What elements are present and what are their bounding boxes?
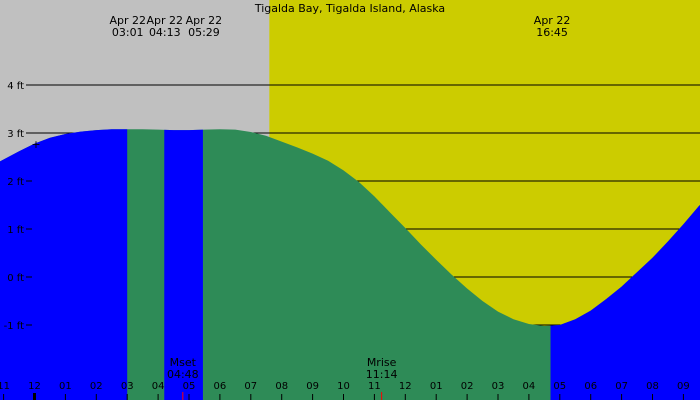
x-tick-label: 11 bbox=[0, 381, 10, 392]
event-time: 05:29 bbox=[188, 26, 220, 39]
x-tick-label: 06 bbox=[584, 381, 597, 392]
x-tick-label: 07 bbox=[244, 381, 257, 392]
event-time: 16:45 bbox=[536, 26, 568, 39]
x-tick-label: 10 bbox=[337, 381, 350, 392]
y-tick-label: 3 ft bbox=[7, 129, 24, 140]
x-tick-label: 02 bbox=[461, 381, 474, 392]
y-tick-label: 1 ft bbox=[7, 225, 24, 236]
x-tick-label: 07 bbox=[615, 381, 628, 392]
y-tick-label: 4 ft bbox=[7, 81, 24, 92]
y-tick-label: -1 ft bbox=[4, 321, 24, 332]
moon-event-label: Mrise bbox=[367, 356, 397, 369]
current-marker: + bbox=[31, 138, 40, 151]
x-tick-label: 04 bbox=[152, 381, 165, 392]
x-tick-label: 02 bbox=[90, 381, 103, 392]
event-date: Apr 22 bbox=[109, 14, 146, 27]
y-axis-ticks: 4 ft 3 ft 2 ft 1 ft 0 ft -1 ft bbox=[4, 81, 32, 332]
event-time: 04:13 bbox=[149, 26, 181, 39]
event-date: Apr 22 bbox=[147, 14, 184, 27]
x-tick-label: 05 bbox=[553, 381, 566, 392]
moon-event-time: 11:14 bbox=[366, 368, 398, 381]
x-tick-label: 08 bbox=[646, 381, 659, 392]
x-tick-label: 01 bbox=[59, 381, 72, 392]
x-tick-label: 03 bbox=[492, 381, 505, 392]
event-date: Apr 22 bbox=[534, 14, 571, 27]
x-tick-label: 01 bbox=[430, 381, 443, 392]
now-tick bbox=[33, 393, 36, 400]
x-tick-label: 03 bbox=[121, 381, 134, 392]
x-tick-label: 06 bbox=[214, 381, 227, 392]
y-tick-label: 0 ft bbox=[7, 273, 24, 284]
tide-night-fill bbox=[164, 129, 203, 400]
event-time: 03:01 bbox=[112, 26, 144, 39]
y-tick-label: 2 ft bbox=[7, 177, 24, 188]
x-tick-label: 12 bbox=[399, 381, 412, 392]
moon-event-label: Mset bbox=[170, 356, 197, 369]
x-tick-label: 09 bbox=[306, 381, 319, 392]
x-tick-label: 04 bbox=[523, 381, 536, 392]
x-tick-label: 09 bbox=[677, 381, 690, 392]
x-axis-ticks: 11 12 01 02 03 04 05 06 07 08 09 10 11 12 01 02 03 04 05 06… bbox=[0, 138, 690, 400]
x-tick-label: 05 bbox=[183, 381, 196, 392]
chart-title: Tigalda Bay, Tigalda Island, Alaska bbox=[254, 2, 445, 15]
event-date: Apr 22 bbox=[186, 14, 223, 27]
x-tick-label: 08 bbox=[275, 381, 288, 392]
x-tick-label: 12 bbox=[28, 381, 41, 392]
tide-night-fill bbox=[0, 129, 128, 400]
x-tick-label: 11 bbox=[368, 381, 381, 392]
moon-event-time: 04:48 bbox=[167, 368, 199, 381]
